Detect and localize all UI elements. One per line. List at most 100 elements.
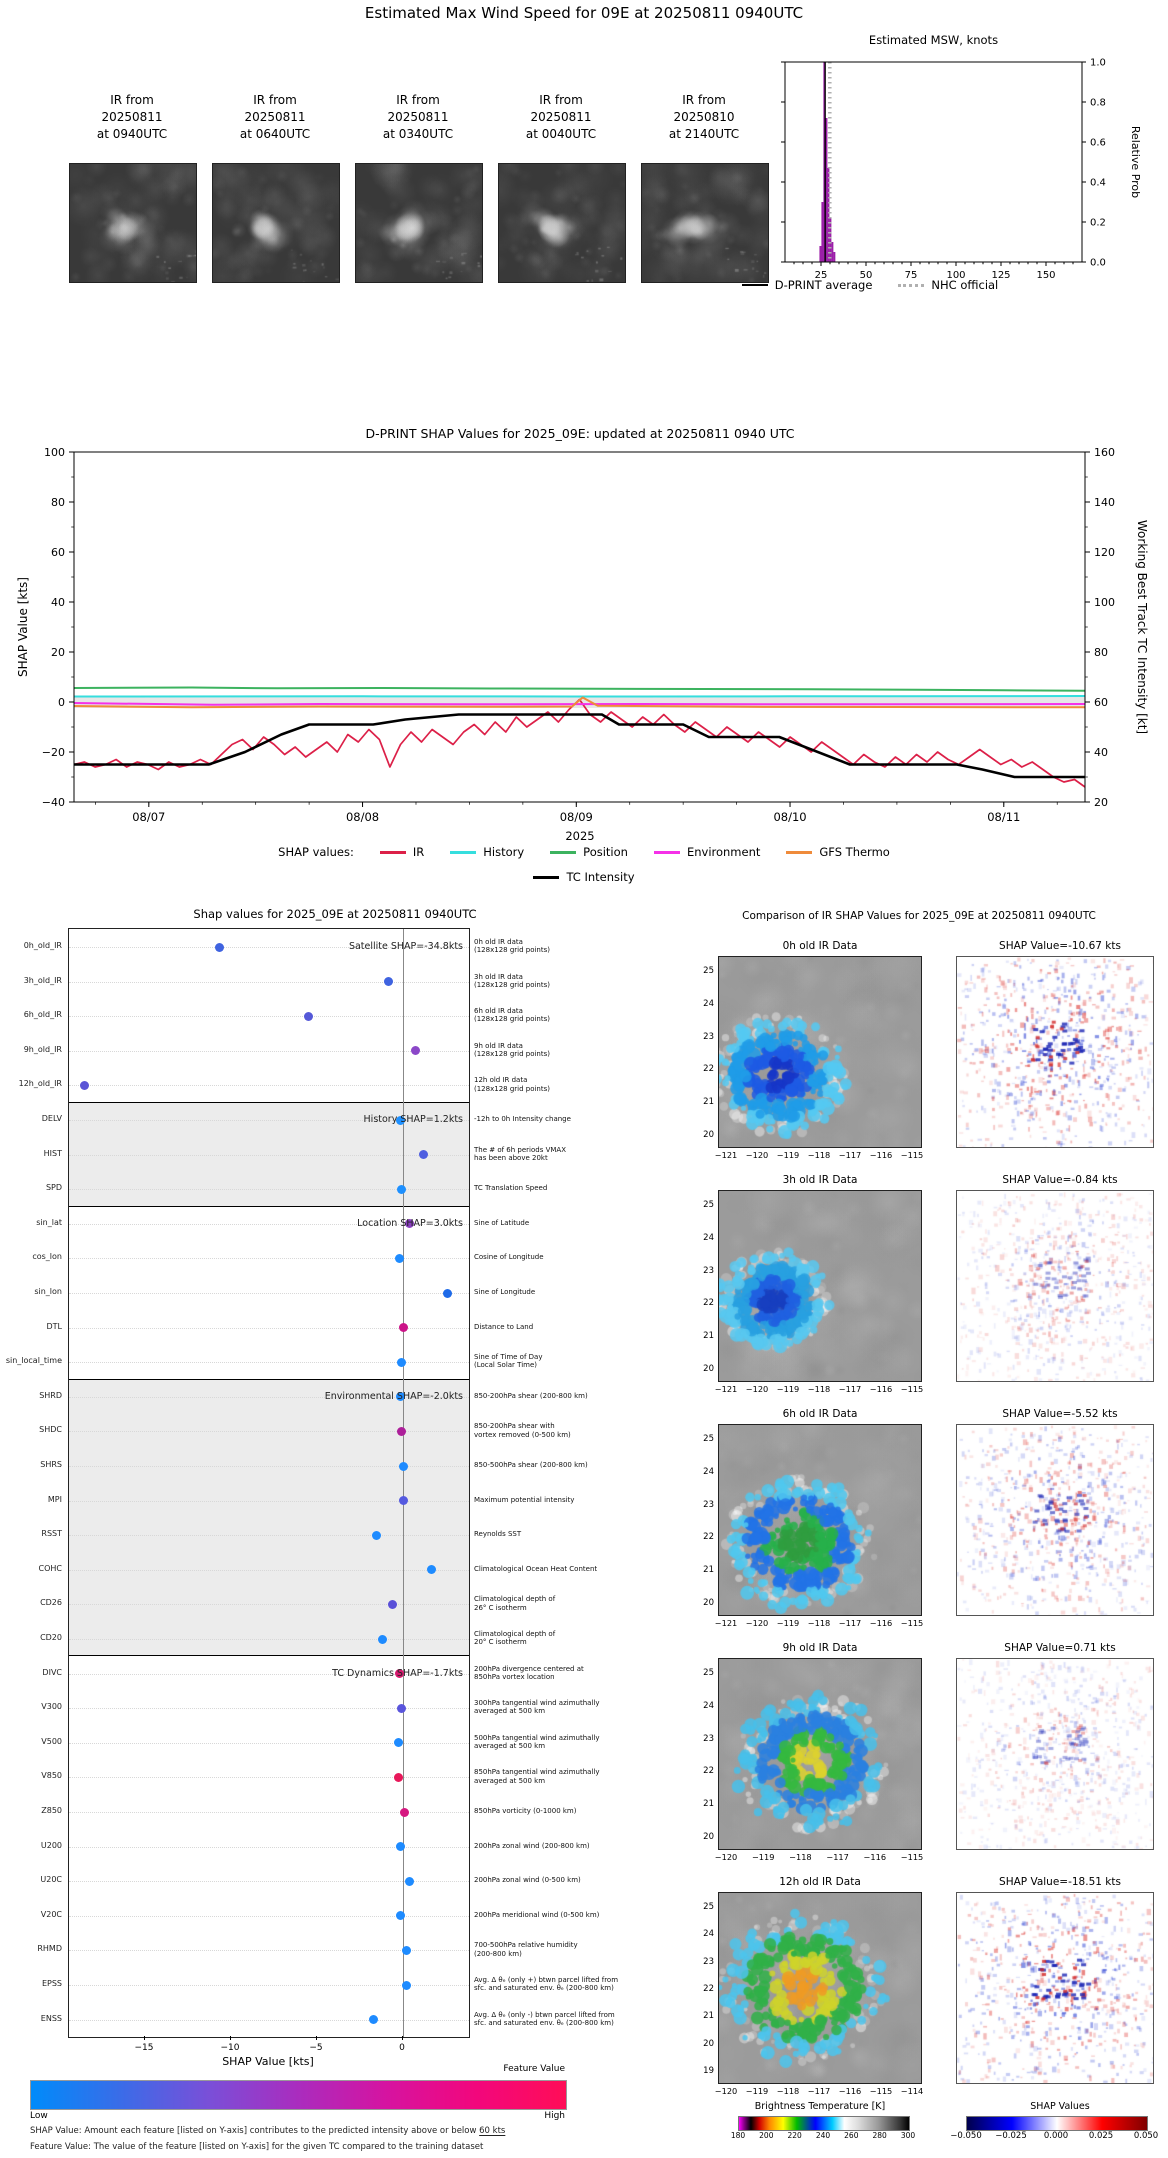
ir-thumbnail-image [355, 163, 483, 283]
lon-tick-label: −115 [900, 1150, 924, 1160]
shap-dot [377, 1634, 387, 1644]
lon-tick-label: −117 [826, 1852, 849, 1862]
xtick-label: 08/08 [346, 810, 379, 824]
feature-name: U200 [40, 1840, 62, 1850]
row-gridline [69, 1604, 469, 1606]
feature-name: MPI [47, 1494, 62, 1504]
shap-dot [426, 1565, 436, 1575]
feature-description: Sine of Time of Day (Local Solar Time) [474, 1353, 543, 1370]
section-separator [69, 1378, 469, 1380]
shap-colorbar-tick-label: −0.050 [950, 2131, 982, 2141]
feature-name: 12h_old_IR [18, 1079, 62, 1089]
xtick [144, 2036, 145, 2040]
section-label: TC Dynamics SHAP=-1.7kts [332, 1667, 463, 1679]
ytick-label: 0.6 [1090, 138, 1106, 149]
shap-dot [396, 1184, 406, 1194]
footnote-shap-value: SHAP Value: Amount each feature [listed … [30, 2126, 505, 2136]
shap-map-image [956, 1658, 1154, 1850]
legend-item: GFS Thermo [786, 845, 890, 859]
ir-thumbnail-label: IR from 20250811 at 0340UTC [382, 93, 454, 141]
bt-colorbar-tick-label: 300 [900, 2131, 916, 2140]
legend-label: IR [412, 845, 425, 859]
legend-label: NHC official [931, 278, 999, 292]
xtick-label: 75 [905, 270, 918, 281]
dot-plot-area: Satellite SHAP=-34.8kts History SHAP=1.2k… [68, 928, 470, 2038]
bt-colorbar-tick-label: 260 [844, 2131, 859, 2140]
shap-colorbar-tick-label: 0.050 [1133, 2131, 1159, 2141]
legend-prefix: SHAP values: [278, 845, 354, 859]
row-gridline [69, 1915, 469, 1917]
ir-data-image [718, 1892, 922, 2084]
lon-tick-label: −119 [745, 2086, 769, 2096]
row-gridline [69, 1327, 469, 1329]
shap-value-title: SHAP Value=0.71 kts [1004, 1642, 1116, 1654]
legend-swatch [450, 850, 477, 854]
row-gridline [69, 1500, 469, 1502]
year-label: 2025 [565, 829, 594, 842]
shap-dot [394, 1738, 404, 1748]
legend-label: D-PRINT average [774, 278, 873, 292]
feature-name: cos_lon [32, 1252, 62, 1262]
ytick-left-label: 40 [51, 596, 65, 609]
histogram-bar [821, 202, 824, 262]
xtick [316, 2036, 317, 2040]
ytick-label: 0.8 [1090, 98, 1106, 109]
xtick-label: −15 [134, 2043, 154, 2053]
row-gridline [69, 1742, 469, 1744]
lon-tick-label: −121 [714, 1150, 738, 1160]
zero-band [74, 696, 1085, 708]
section-separator [69, 1655, 469, 1657]
lat-tick-label: 25 [703, 1902, 714, 1912]
row-gridline [69, 1881, 469, 1883]
shap-dot [419, 1150, 429, 1160]
feature-description: 6h old IR data (128x128 grid points) [474, 1007, 550, 1024]
feature-name: V300 [41, 1702, 62, 1712]
row-gridline [69, 1673, 469, 1675]
histogram-bar [827, 168, 830, 262]
lon-tick-label: −121 [714, 1618, 738, 1628]
ytick-right-label: 80 [1094, 646, 1108, 659]
dot-plot-title: Shap values for 2025_09E at 20250811 094… [193, 907, 477, 921]
lat-tick-label: 24 [703, 1929, 714, 1940]
feature-description: 200hPa zonal wind (0-500 km) [474, 1876, 581, 1885]
feature-name: RSST [41, 1529, 62, 1539]
histogram-bar [823, 62, 826, 262]
row-gridline [69, 1396, 469, 1398]
row-gridline [69, 1223, 469, 1225]
feature-value-colorbar [30, 2080, 567, 2110]
lat-tick-label: 22 [703, 1984, 714, 1994]
xtick-label: 25 [815, 270, 828, 281]
row-gridline [69, 1016, 469, 1018]
ytick-label: 0.0 [1090, 258, 1106, 269]
series-gfs-thermo [73, 696, 1086, 709]
feature-description: 200hPa divergence centered at 850hPa vort… [474, 1664, 584, 1681]
series-environment [73, 702, 1086, 706]
histogram-title: Estimated MSW, knots [869, 33, 998, 47]
ir-thumbnail-label: IR from 20250810 at 2140UTC [668, 93, 740, 141]
xtick-label: 08/07 [132, 810, 165, 824]
section-separator [69, 1101, 469, 1103]
lat-tick-label: 20 [703, 1832, 714, 1842]
legend-swatch [741, 284, 768, 286]
xtick-label: 150 [1036, 270, 1055, 281]
feature-description: 9h old IR data (128x128 grid points) [474, 1041, 550, 1058]
ytick-right-label: 40 [1094, 746, 1108, 759]
ytick-left-label: −20 [42, 746, 65, 759]
lon-tick-label: −117 [807, 2086, 831, 2096]
feature-name: SHRD [39, 1390, 62, 1400]
shap-timeseries-chart: D-PRINT SHAP Values for 2025_09E: update… [0, 418, 1168, 843]
histogram-bar [831, 242, 834, 262]
feature-description: 850hPa tangential wind azimuthally averag… [474, 1768, 600, 1785]
lon-tick-label: −116 [869, 1618, 893, 1628]
lon-tick-label: −118 [789, 1852, 812, 1862]
shap-dot [369, 2015, 379, 2025]
lon-tick-label: −121 [714, 1384, 738, 1394]
shap-dot [401, 1945, 411, 1955]
histogram-bar [829, 218, 832, 262]
feature-description: Avg. Δ θₑ (only -) btwn parcel lifted fr… [474, 2010, 615, 2027]
ytick-right-label: 20 [1094, 796, 1108, 809]
legend-swatch [550, 850, 577, 854]
feature-name: RHMD [37, 1944, 62, 1954]
feature-name: HIST [43, 1148, 62, 1158]
ytick-left-label: 20 [51, 646, 65, 659]
